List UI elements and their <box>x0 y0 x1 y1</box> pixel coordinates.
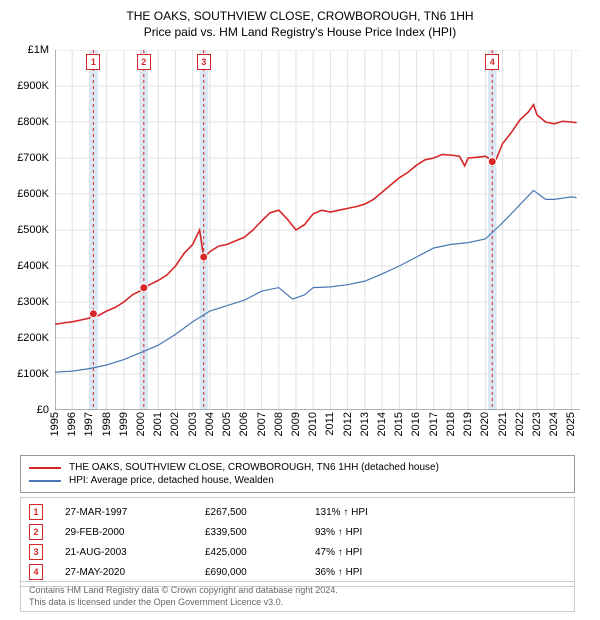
y-tick-label: £400K <box>3 260 49 272</box>
sales-row-number: 3 <box>29 544 43 560</box>
x-tick-label: 2016 <box>410 412 422 436</box>
sale-marker-box: 1 <box>86 54 100 70</box>
sale-marker-box: 4 <box>485 54 499 70</box>
x-tick-label: 2025 <box>565 412 577 436</box>
x-tick-label: 2022 <box>514 412 526 436</box>
chart-area: £0£100K£200K£300K£400K£500K£600K£700K£80… <box>55 50 580 410</box>
legend-row-property: THE OAKS, SOUTHVIEW CLOSE, CROWBOROUGH, … <box>29 461 566 474</box>
chart-svg <box>55 50 580 410</box>
sales-row-date: 27-MAY-2020 <box>65 567 205 578</box>
sales-row: 4 27-MAY-2020£690,00036% ↑ HPI <box>21 562 574 582</box>
x-tick-label: 2008 <box>273 412 285 436</box>
x-tick-label: 2015 <box>393 412 405 436</box>
x-tick-label: 2004 <box>204 412 216 436</box>
sales-row-date: 27-MAR-1997 <box>65 507 205 518</box>
legend-row-hpi: HPI: Average price, detached house, Weal… <box>29 474 566 487</box>
y-tick-label: £600K <box>3 188 49 200</box>
x-tick-label: 1998 <box>101 412 113 436</box>
y-tick-label: £800K <box>3 116 49 128</box>
sales-row-date: 21-AUG-2003 <box>65 547 205 558</box>
x-tick-label: 2001 <box>152 412 164 436</box>
sales-row-pct: 93% ↑ HPI <box>315 527 435 538</box>
sales-table: 1 27-MAR-1997£267,500131% ↑ HPI 2 29-FEB-20… <box>20 497 575 587</box>
title-line2: Price paid vs. HM Land Registry's House … <box>0 24 600 40</box>
footer-line2: This data is licensed under the Open Gov… <box>29 597 566 609</box>
sales-row-number: 1 <box>29 504 43 520</box>
legend-label-hpi: HPI: Average price, detached house, Weal… <box>69 475 274 486</box>
x-tick-label: 2006 <box>238 412 250 436</box>
sales-row: 1 27-MAR-1997£267,500131% ↑ HPI <box>21 502 574 522</box>
sales-row: 3 21-AUG-2003£425,00047% ↑ HPI <box>21 542 574 562</box>
sales-row-price: £267,500 <box>205 507 315 518</box>
sales-row-pct: 36% ↑ HPI <box>315 567 435 578</box>
x-tick-label: 2013 <box>359 412 371 436</box>
x-tick-label: 2005 <box>221 412 233 436</box>
sales-row-date: 29-FEB-2000 <box>65 527 205 538</box>
x-tick-label: 1996 <box>66 412 78 436</box>
y-tick-label: £300K <box>3 296 49 308</box>
sales-row-pct: 131% ↑ HPI <box>315 507 435 518</box>
x-tick-label: 2007 <box>256 412 268 436</box>
x-tick-label: 2017 <box>428 412 440 436</box>
sales-row-price: £425,000 <box>205 547 315 558</box>
footer: Contains HM Land Registry data © Crown c… <box>20 581 575 612</box>
sales-row-price: £339,500 <box>205 527 315 538</box>
x-tick-label: 2018 <box>445 412 457 436</box>
sale-marker-box: 2 <box>137 54 151 70</box>
x-tick-label: 1997 <box>83 412 95 436</box>
y-tick-label: £700K <box>3 152 49 164</box>
x-tick-label: 1999 <box>118 412 130 436</box>
x-tick-label: 2021 <box>497 412 509 436</box>
y-tick-label: £100K <box>3 368 49 380</box>
x-tick-label: 2010 <box>307 412 319 436</box>
x-tick-label: 2009 <box>290 412 302 436</box>
x-tick-label: 2012 <box>342 412 354 436</box>
legend: THE OAKS, SOUTHVIEW CLOSE, CROWBOROUGH, … <box>20 455 575 493</box>
x-tick-label: 2014 <box>376 412 388 436</box>
sales-row-pct: 47% ↑ HPI <box>315 547 435 558</box>
chart-title-block: THE OAKS, SOUTHVIEW CLOSE, CROWBOROUGH, … <box>0 0 600 40</box>
legend-swatch-property <box>29 467 61 469</box>
x-tick-label: 2023 <box>531 412 543 436</box>
y-tick-label: £500K <box>3 224 49 236</box>
legend-swatch-hpi <box>29 480 61 482</box>
sales-row: 2 29-FEB-2000£339,50093% ↑ HPI <box>21 522 574 542</box>
x-tick-label: 2024 <box>548 412 560 436</box>
x-tick-label: 2019 <box>462 412 474 436</box>
sales-row-price: £690,000 <box>205 567 315 578</box>
sales-row-number: 4 <box>29 564 43 580</box>
y-tick-label: £200K <box>3 332 49 344</box>
sale-marker-box: 3 <box>197 54 211 70</box>
sales-row-number: 2 <box>29 524 43 540</box>
y-tick-label: £0 <box>3 404 49 416</box>
title-line1: THE OAKS, SOUTHVIEW CLOSE, CROWBOROUGH, … <box>0 8 600 24</box>
footer-line1: Contains HM Land Registry data © Crown c… <box>29 585 566 597</box>
x-tick-label: 1995 <box>49 412 61 436</box>
x-tick-label: 2002 <box>169 412 181 436</box>
x-tick-label: 2011 <box>324 412 336 436</box>
legend-label-property: THE OAKS, SOUTHVIEW CLOSE, CROWBOROUGH, … <box>69 462 439 473</box>
x-tick-label: 2020 <box>479 412 491 436</box>
x-tick-label: 2003 <box>187 412 199 436</box>
y-tick-label: £900K <box>3 80 49 92</box>
x-tick-label: 2000 <box>135 412 147 436</box>
y-tick-label: £1M <box>3 44 49 56</box>
